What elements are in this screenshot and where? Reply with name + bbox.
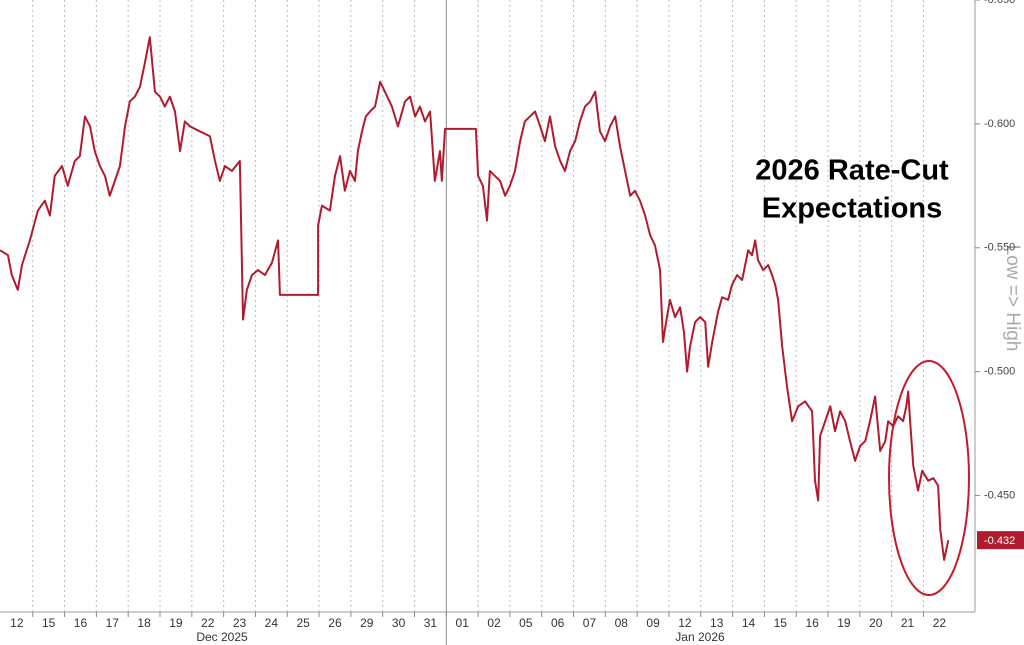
grid [32,0,924,645]
line-series [0,36,950,561]
x-tick-label: 09 [646,616,660,630]
y-tick-label: -0.450 [984,489,1015,501]
x-tick-label: 19 [837,616,851,630]
x-tick-label: 18 [137,616,151,630]
x-tick-label: 25 [296,616,310,630]
current-value-box [977,531,1024,550]
x-tick-label: 06 [551,616,565,630]
x-tick-label: 30 [392,616,406,630]
annotation: 2026 Rate-Cut [755,155,949,187]
x-tick-label: 22 [201,616,215,630]
highlight-ellipse [888,360,970,596]
x-tick-label: 31 [424,616,438,630]
month-label: Dec 2025 [196,630,248,644]
x-tick-label: 01 [456,616,470,630]
x-tick-label: 15 [42,616,56,630]
x-tick-label: 24 [265,616,279,630]
x-tick-label: 12 [678,616,692,630]
y-axis-label: Low => High [1002,245,1023,352]
plot-area [0,36,950,561]
x-tick-label: 02 [487,616,501,630]
x-tick-label: 20 [869,616,883,630]
x-tick-label: 21 [901,616,915,630]
x-tick-label: 23 [233,616,247,630]
y-tick-label: -0.600 [984,118,1015,130]
x-tick-label: 05 [519,616,533,630]
x-tick-label: 17 [106,616,120,630]
x-tick-label: 19 [169,616,183,630]
x-tick-label: 13 [710,616,724,630]
x-tick-label: 12 [10,616,24,630]
x-tick-label: 16 [805,616,819,630]
x-tick-label: 07 [583,616,597,630]
y-tick-label: -0.550 [984,242,1015,254]
month-label: Jan 2026 [675,630,725,644]
y-tick-label: -0.500 [984,366,1015,378]
current-value-label: -0.432 [984,535,1015,547]
x-tick-label: 08 [615,616,629,630]
x-tick-label: 26 [328,616,342,630]
x-tick-label: 22 [933,616,947,630]
x-tick-label: 15 [774,616,788,630]
y-tick-label: -0.650 [984,0,1015,6]
x-tick-label: 29 [360,616,374,630]
annotation: Expectations [762,193,943,225]
x-tick-label: 14 [742,616,756,630]
x-tick-label: 16 [74,616,88,630]
